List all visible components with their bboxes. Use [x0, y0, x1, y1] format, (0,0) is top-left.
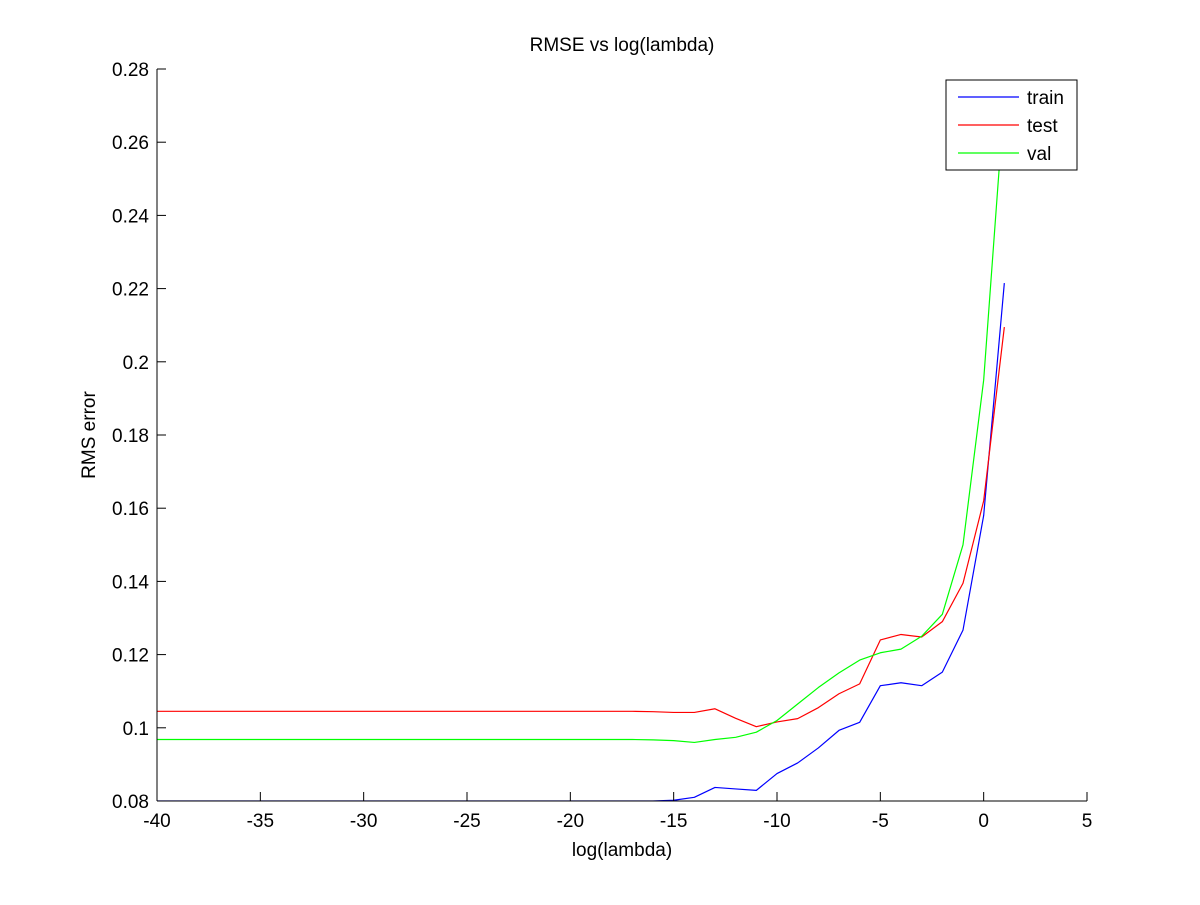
series-line-train	[157, 283, 1005, 801]
y-tick-label: 0.1	[123, 719, 149, 740]
x-axis-label: log(lambda)	[572, 840, 672, 861]
y-tick-label: 0.26	[112, 133, 149, 154]
legend: train test val	[945, 79, 1078, 171]
x-tick-label: -5	[872, 811, 889, 832]
x-tick-label: -25	[453, 811, 480, 832]
x-tick-label: -35	[247, 811, 274, 832]
y-tick-label: 0.18	[112, 426, 149, 447]
y-tick-label: 0.28	[112, 60, 149, 81]
x-axis: -40 -35 -30 -25 -20 -15 -10 -5 0 5	[143, 792, 1092, 832]
legend-label-val: val	[1027, 144, 1051, 165]
x-tick-label: -40	[143, 811, 170, 832]
series-line-test	[157, 326, 1005, 728]
y-tick-label: 0.2	[123, 353, 149, 374]
series-layer	[157, 98, 1005, 801]
y-tick-label: 0.14	[112, 572, 149, 593]
y-tick-label: 0.16	[112, 499, 149, 520]
y-tick-label: 0.08	[112, 792, 149, 813]
x-tick-label: -10	[763, 811, 790, 832]
series-line-val	[157, 98, 1005, 744]
y-axis-label: RMS error	[79, 391, 100, 479]
x-tick-label: -15	[660, 811, 687, 832]
legend-label-train: train	[1027, 88, 1064, 109]
y-tick-label: 0.24	[112, 206, 149, 227]
x-tick-label: 5	[1082, 811, 1093, 832]
y-axis: 0.08 0.1 0.12 0.14 0.16 0.18 0.2 0.22 0.24 0.26 0.…	[112, 60, 166, 813]
plot-area: -40 -35 -30 -25 -20 -15 -10 -5 0 5 0.08 0.1 0.12 0.1…	[112, 60, 1092, 832]
chart-title: RMSE vs log(lambda)	[530, 35, 715, 56]
legend-label-test: test	[1027, 116, 1058, 137]
x-tick-label: -20	[557, 811, 584, 832]
plot-background	[157, 69, 1087, 801]
x-tick-label: 0	[978, 811, 989, 832]
y-tick-label: 0.12	[112, 646, 149, 667]
y-tick-label: 0.22	[112, 280, 149, 301]
x-tick-label: -30	[350, 811, 377, 832]
